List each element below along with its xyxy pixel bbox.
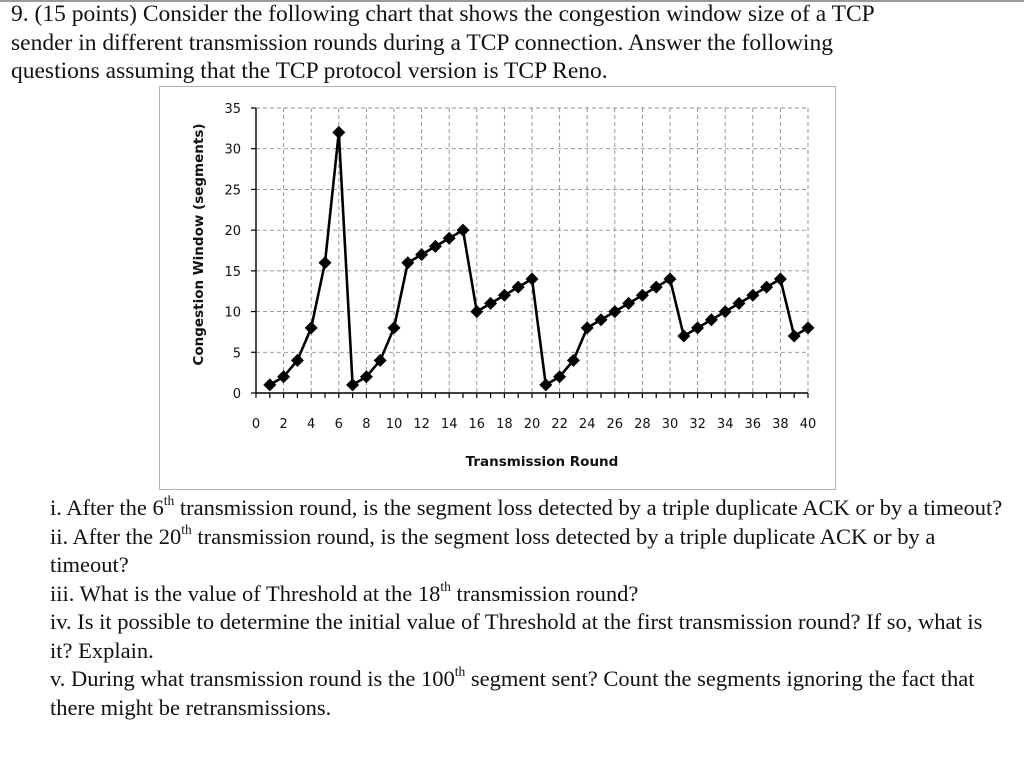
chart-frame: 0 5 10 15 20 25 30 35 0 2 4 6 8 10 12 14 16 18 20 22 24 26 28 3… bbox=[159, 86, 836, 490]
x-tick-label: 18 bbox=[496, 417, 513, 432]
data-point bbox=[635, 288, 649, 302]
y-tick-label: 20 bbox=[224, 224, 241, 239]
data-point bbox=[304, 321, 318, 335]
question-iii-text-end: transmission round? bbox=[450, 580, 639, 606]
x-tick-label: 26 bbox=[607, 417, 624, 432]
intro-line-1: 9. (15 points) Consider the following ch… bbox=[11, 1, 875, 27]
data-point bbox=[732, 296, 746, 310]
x-tick-label: 34 bbox=[717, 417, 734, 432]
series-line bbox=[269, 131, 809, 387]
data-point bbox=[773, 272, 787, 286]
y-tick-label: 25 bbox=[224, 183, 241, 198]
y-tick-label: 0 bbox=[233, 387, 241, 402]
intro-line-3: questions assuming that the TCP protocol… bbox=[11, 58, 608, 84]
intro-line-2: sender in different transmission rounds … bbox=[11, 29, 833, 56]
data-point bbox=[359, 370, 373, 384]
data-point bbox=[622, 296, 636, 310]
question-ii-sup: th bbox=[181, 521, 192, 537]
y-tick-label: 30 bbox=[224, 143, 241, 158]
data-point bbox=[566, 353, 580, 367]
data-point bbox=[332, 125, 346, 139]
question-i-text-end: transmission round, is the segment loss … bbox=[174, 495, 1003, 520]
data-point bbox=[718, 305, 732, 319]
x-tick-label: 8 bbox=[362, 417, 370, 432]
question-i: i. After the 6th transmission round, is … bbox=[50, 494, 1010, 523]
x-tick-label: 30 bbox=[662, 417, 679, 432]
data-point bbox=[290, 353, 304, 367]
question-intro: 9. (15 points) Consider the following ch… bbox=[11, 0, 1016, 86]
data-point bbox=[746, 288, 760, 302]
x-tick-label: 40 bbox=[800, 417, 817, 432]
data-point bbox=[497, 288, 511, 302]
y-tick-label: 15 bbox=[224, 265, 241, 280]
question-iii-text: iii. What is the value of Threshold at t… bbox=[50, 580, 441, 606]
data-point bbox=[801, 321, 815, 335]
data-point bbox=[594, 313, 608, 327]
question-ii: ii. After the 20th transmission round, i… bbox=[50, 521, 1010, 580]
question-list: i. After the 6th transmission round, is … bbox=[50, 494, 1010, 722]
data-point bbox=[401, 256, 415, 270]
data-point bbox=[484, 296, 498, 310]
data-point bbox=[470, 305, 484, 319]
data-point bbox=[373, 353, 387, 367]
question-v-sup: th bbox=[454, 663, 466, 679]
data-point bbox=[346, 378, 360, 392]
data-point bbox=[787, 329, 801, 343]
data-point bbox=[387, 321, 401, 335]
x-tick-label: 22 bbox=[551, 417, 568, 432]
data-point bbox=[428, 239, 442, 253]
data-point bbox=[663, 272, 677, 286]
x-tick-label: 38 bbox=[772, 417, 789, 432]
data-point bbox=[649, 280, 663, 294]
question-ii-text: ii. After the 20 bbox=[50, 523, 182, 549]
data-point bbox=[553, 370, 567, 384]
x-axis-title: Transmission Round bbox=[466, 454, 619, 470]
question-ii-text-end: transmission round, is the segment loss … bbox=[50, 523, 936, 578]
data-point bbox=[691, 321, 705, 335]
x-tick-label: 28 bbox=[634, 417, 651, 432]
question-iii: iii. What is the value of Threshold at t… bbox=[50, 578, 1010, 609]
y-tick-label: 5 bbox=[233, 346, 241, 361]
question-i-text: i. After the 6 bbox=[50, 495, 164, 520]
x-tick-label: 4 bbox=[307, 417, 315, 432]
x-tick-label: 14 bbox=[441, 417, 458, 432]
question-iv: iv. Is it possible to determine the init… bbox=[50, 608, 1010, 665]
x-tick-label: 10 bbox=[386, 417, 403, 432]
data-point bbox=[580, 321, 594, 335]
x-tick-label: 36 bbox=[745, 417, 762, 432]
data-point bbox=[456, 223, 470, 237]
data-point bbox=[539, 378, 553, 392]
data-point bbox=[442, 231, 456, 245]
data-point bbox=[608, 305, 622, 319]
x-tick-label: 12 bbox=[413, 417, 430, 432]
data-point bbox=[704, 313, 718, 327]
x-tick-label: 20 bbox=[524, 417, 541, 432]
question-v: v. During what transmission round is the… bbox=[50, 665, 1010, 722]
data-point bbox=[415, 248, 429, 262]
x-tick-label: 24 bbox=[579, 417, 596, 432]
x-tick-label: 16 bbox=[469, 417, 486, 432]
question-iv-text: iv. Is it possible to determine the init… bbox=[50, 609, 983, 663]
question-v-text-end: segment sent? Count the segments ignorin… bbox=[50, 666, 975, 720]
y-axis-title: Congestion Window (segments) bbox=[191, 123, 207, 365]
data-point bbox=[318, 256, 332, 270]
y-tick-label: 35 bbox=[224, 102, 241, 117]
data-point bbox=[277, 370, 291, 384]
question-v-text: v. During what transmission round is the… bbox=[50, 666, 455, 691]
x-tick-label: 0 bbox=[252, 417, 260, 432]
question-iii-sup: th bbox=[440, 578, 451, 594]
question-i-sup: th bbox=[163, 492, 175, 508]
x-tick-label: 6 bbox=[335, 417, 343, 432]
data-point bbox=[511, 280, 525, 294]
data-point bbox=[525, 272, 539, 286]
data-point bbox=[760, 280, 774, 294]
x-tick-label: 2 bbox=[279, 417, 287, 432]
data-point bbox=[677, 329, 691, 343]
y-tick-label: 10 bbox=[224, 306, 241, 321]
x-tick-label: 32 bbox=[689, 417, 706, 432]
top-rule bbox=[0, 0, 1024, 2]
data-point bbox=[263, 378, 277, 392]
